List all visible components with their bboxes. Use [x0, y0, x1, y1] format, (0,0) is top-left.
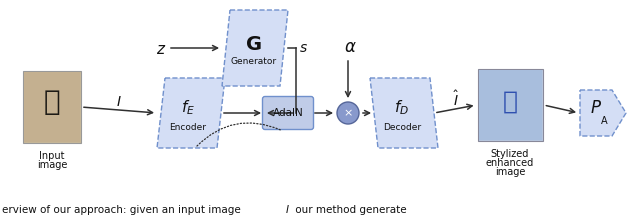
Text: $\times$: $\times$ [343, 108, 353, 119]
Polygon shape [580, 90, 626, 136]
Text: s: s [300, 41, 307, 55]
Bar [23, 71, 81, 143]
Text: $f_D$: $f_D$ [394, 99, 410, 117]
Text: our method generate: our method generate [292, 205, 406, 215]
Text: $f_E$: $f_E$ [181, 99, 195, 117]
Bar [477, 69, 543, 141]
Bar [479, 70, 541, 140]
Text: erview of our approach: given an input image: erview of our approach: given an input i… [2, 205, 244, 215]
Text: z: z [156, 41, 164, 56]
Text: $\alpha$: $\alpha$ [344, 38, 356, 56]
Text: A: A [601, 116, 607, 126]
Text: I: I [117, 95, 121, 109]
Text: $P$: $P$ [590, 99, 602, 117]
Text: enhanced: enhanced [486, 158, 534, 168]
FancyArrowPatch shape [197, 123, 280, 146]
Text: Decoder: Decoder [383, 123, 421, 132]
Text: image: image [495, 167, 525, 177]
Text: I: I [286, 205, 289, 215]
Circle shape [337, 102, 359, 124]
Bar [24, 72, 80, 142]
Text: Stylized: Stylized [491, 149, 529, 159]
FancyBboxPatch shape [262, 97, 314, 130]
Text: 🐕: 🐕 [44, 88, 60, 116]
Text: AdaIN: AdaIN [273, 108, 303, 118]
Text: image: image [37, 160, 67, 170]
Text: Input: Input [39, 151, 65, 161]
Text: 🐕: 🐕 [502, 90, 518, 114]
Text: Generator: Generator [231, 58, 277, 66]
Text: $\hat{I}$: $\hat{I}$ [452, 90, 459, 109]
Text: G: G [246, 35, 262, 54]
Text: Encoder: Encoder [170, 123, 207, 132]
Polygon shape [157, 78, 225, 148]
Polygon shape [370, 78, 438, 148]
Polygon shape [222, 10, 288, 86]
